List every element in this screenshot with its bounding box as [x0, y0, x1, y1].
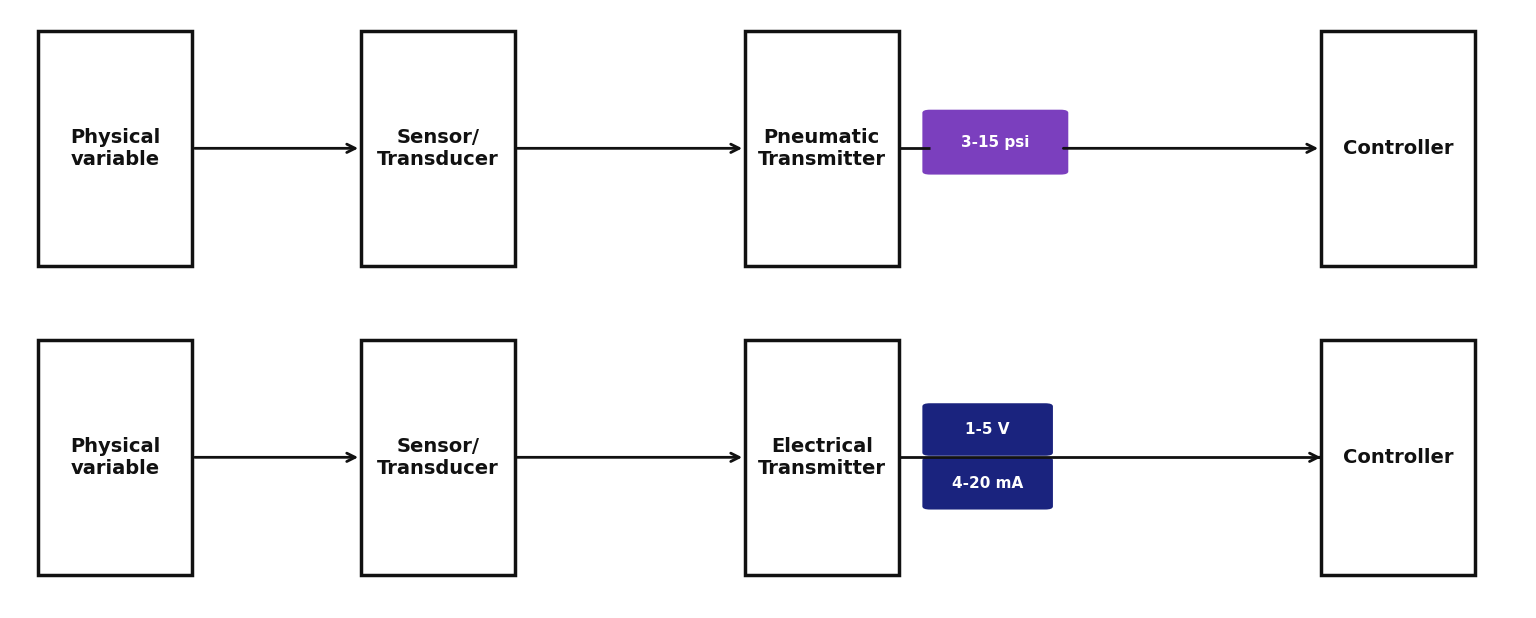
FancyBboxPatch shape	[922, 110, 1069, 174]
Text: 3-15 psi: 3-15 psi	[962, 135, 1029, 150]
Text: 4-20 mA: 4-20 mA	[952, 476, 1023, 491]
Bar	[38, 31, 192, 266]
Bar	[361, 31, 515, 266]
Text: Sensor/
Transducer: Sensor/ Transducer	[376, 437, 499, 478]
Bar	[1321, 340, 1475, 575]
Bar	[745, 340, 899, 575]
Text: Sensor/
Transducer: Sensor/ Transducer	[376, 128, 499, 169]
Text: Electrical
Transmitter: Electrical Transmitter	[757, 437, 886, 478]
Text: Controller: Controller	[1342, 139, 1453, 158]
FancyBboxPatch shape	[922, 457, 1052, 509]
Bar	[1321, 31, 1475, 266]
Bar	[361, 340, 515, 575]
Text: Pneumatic
Transmitter: Pneumatic Transmitter	[757, 128, 886, 169]
Text: 1-5 V: 1-5 V	[966, 422, 1009, 437]
Text: Controller: Controller	[1342, 448, 1453, 467]
FancyBboxPatch shape	[922, 403, 1052, 456]
Text: Physical
variable: Physical variable	[71, 128, 160, 169]
Text: Physical
variable: Physical variable	[71, 437, 160, 478]
Bar	[38, 340, 192, 575]
Bar	[745, 31, 899, 266]
